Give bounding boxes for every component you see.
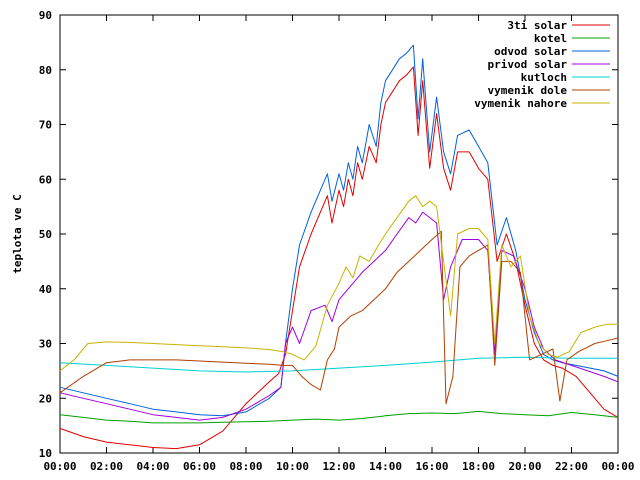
y-tick-label: 40 [39,283,52,296]
series-line-vymenik-nahore [59,195,618,372]
y-tick-label: 10 [39,447,52,460]
x-tick-label: 02:00 [90,460,123,473]
x-tick-label: 22:00 [555,460,588,473]
x-tick-label: 18:00 [462,460,495,473]
x-tick-label: 00:00 [43,460,76,473]
y-tick-label: 60 [39,173,52,186]
y-axis-title: teplota ve C [11,194,24,273]
x-tick-label: 10:00 [276,460,309,473]
legend-label: privod solar [488,58,568,71]
y-tick-label: 80 [39,64,52,77]
y-tick-label: 70 [39,119,52,132]
legend-label: odvod solar [494,45,567,58]
y-tick-label: 20 [39,392,52,405]
series-line-odvod-solar [59,44,619,417]
series-line-kotel [59,410,619,424]
series-line-privod-solar [59,211,619,421]
legend-label: kutloch [521,71,567,84]
series-line-vymenik-dole [59,230,619,405]
x-tick-label: 14:00 [369,460,402,473]
legend-label: 3ti solar [507,19,567,32]
legend-label: vymenik dole [488,84,568,97]
x-tick-label: 04:00 [136,460,169,473]
y-tick-label: 90 [39,9,52,22]
x-tick-label: 08:00 [229,460,262,473]
x-tick-label: 12:00 [322,460,355,473]
x-tick-label: 20:00 [508,460,541,473]
x-tick-label: 16:00 [415,460,448,473]
x-tick-label: 00:00 [601,460,634,473]
y-tick-label: 50 [39,228,52,241]
legend-label: vymenik nahore [474,97,567,110]
axis-ticks: 10 20 30 40 50 60 70 80 90 00:00 02:00 04:00 06:00 08… [39,9,635,473]
series-line-3ti-solar [59,66,619,450]
x-tick-label: 06:00 [183,460,216,473]
legend-label: kotel [534,32,567,45]
series-lines [59,44,619,450]
series-line-kutloch [59,356,618,373]
y-tick-label: 30 [39,338,52,351]
